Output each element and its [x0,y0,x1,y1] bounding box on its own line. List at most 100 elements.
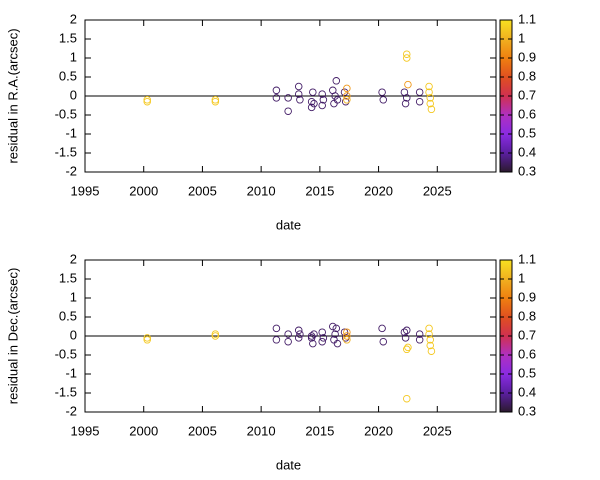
data-point [343,332,351,340]
y-tick-label: 2 [70,251,77,266]
data-point [427,347,436,355]
colorbar-tick-label: 0.6 [518,346,536,361]
data-point [425,324,433,333]
data-point [284,107,292,115]
data-point [343,336,351,344]
colorbar-tick-label: 0.5 [518,365,536,380]
y-tick-label: 0 [70,327,77,342]
y-tick-label: 1 [70,289,77,304]
data-point [294,82,303,91]
colorbar-tick-label: 0.4 [518,384,536,399]
data-point [426,94,434,102]
x-tick-label: 2015 [305,423,334,438]
data-point [341,334,350,342]
colorbar-tick-label: 0.7 [518,327,536,342]
data-point [318,337,326,346]
data-point [310,99,318,108]
data-point [378,324,386,333]
data-point [309,88,317,96]
x-tick-label: 2010 [247,423,276,438]
data-point [333,339,342,348]
colorbar-tick-label: 1.1 [518,251,536,266]
data-point [426,341,434,350]
x-tick-label: 2015 [305,183,334,198]
data-point [400,328,409,336]
data-point [415,336,424,344]
data-point [329,322,337,331]
data-point [307,103,316,112]
data-point [211,97,220,106]
data-point [331,92,339,100]
data-point [379,96,388,104]
x-axis-label: date [276,217,301,232]
data-point [143,96,151,104]
data-point [294,334,303,342]
data-point [309,339,317,348]
data-point [378,88,386,96]
data-point [343,328,351,336]
data-point [401,99,410,108]
x-tick-label: 2005 [188,183,217,198]
y-tick-label: -1.5 [55,144,77,159]
data-point [403,345,411,354]
data-point [319,96,328,104]
data-point [310,330,318,338]
colorbar-tick-label: 0.8 [518,68,536,83]
x-tick-label: 2025 [423,183,452,198]
y-tick-label: -2 [65,403,77,418]
colorbar-tick-label: 0.5 [518,125,536,140]
data-point [143,334,151,342]
data-point [379,337,388,346]
data-point [403,326,411,335]
x-tick-label: 1995 [71,183,100,198]
x-axis-label: date [276,457,301,472]
data-point [296,330,304,338]
y-tick-label: -1.5 [55,384,77,399]
y-axis-label: residual in R.A.(arcsec) [5,28,20,163]
data-point [426,99,434,108]
data-point [296,96,304,104]
data-point [143,97,151,106]
data-point [340,88,349,96]
data-point [403,54,411,62]
data-point [333,96,342,104]
data-point [426,336,434,344]
data-point [332,77,341,85]
data-point [343,96,351,104]
x-tick-label: 2025 [423,423,452,438]
y-tick-label: -1 [65,365,77,380]
data-point [415,88,424,96]
data-point [401,334,410,342]
x-tick-label: 2020 [364,423,393,438]
colorbar-tick-label: 0.6 [518,106,536,121]
x-tick-label: 1995 [71,423,100,438]
x-tick-label: 2010 [247,183,276,198]
data-point [318,328,326,336]
data-point [284,330,292,338]
x-tick-label: 2000 [129,183,158,198]
y-tick-label: 1.5 [59,30,77,45]
data-point [404,80,412,89]
data-point [403,94,411,102]
data-point [415,330,424,338]
data-point [272,86,281,95]
y-tick-label: 0 [70,87,77,102]
colorbar-tick-label: 0.3 [518,163,536,178]
y-tick-label: -2 [65,163,77,178]
data-point [143,336,151,344]
colorbar-tick-label: 0.4 [518,144,536,159]
data-point [318,90,326,98]
y-tick-label: 0.5 [59,68,77,83]
y-tick-label: 0.5 [59,308,77,323]
data-point [403,50,411,58]
data-point [330,99,338,108]
data-point [307,97,316,106]
colorbar-tick-label: 0.9 [518,49,536,64]
data-point [341,97,350,106]
y-tick-label: 1.5 [59,270,77,285]
data-point [211,332,220,340]
data-point [284,94,292,102]
data-point [272,324,281,333]
y-tick-label: 1 [70,49,77,64]
